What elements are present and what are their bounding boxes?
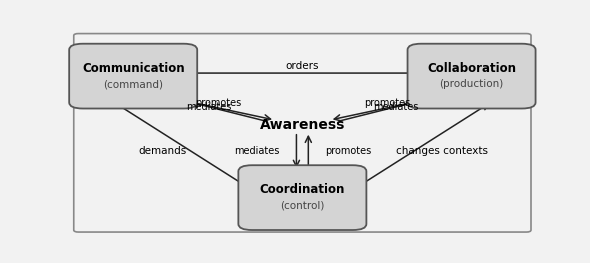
Text: Collaboration: Collaboration [427, 62, 516, 74]
Text: (control): (control) [280, 201, 325, 211]
Text: mediates: mediates [186, 102, 231, 112]
Text: orders: orders [286, 61, 319, 71]
Text: Awareness: Awareness [260, 118, 345, 132]
Text: Coordination: Coordination [260, 183, 345, 196]
Text: demands: demands [139, 146, 187, 156]
FancyBboxPatch shape [74, 34, 531, 232]
Text: promotes: promotes [325, 146, 372, 156]
FancyBboxPatch shape [408, 44, 536, 109]
Text: mediates: mediates [234, 146, 280, 156]
Text: promotes: promotes [364, 98, 410, 108]
Text: (production): (production) [440, 79, 504, 89]
FancyBboxPatch shape [69, 44, 197, 109]
Text: promotes: promotes [195, 98, 241, 108]
Text: Communication: Communication [82, 62, 185, 74]
FancyBboxPatch shape [238, 165, 366, 230]
Text: mediates: mediates [373, 102, 419, 112]
Text: (command): (command) [103, 79, 163, 89]
Text: changes contexts: changes contexts [396, 146, 488, 156]
